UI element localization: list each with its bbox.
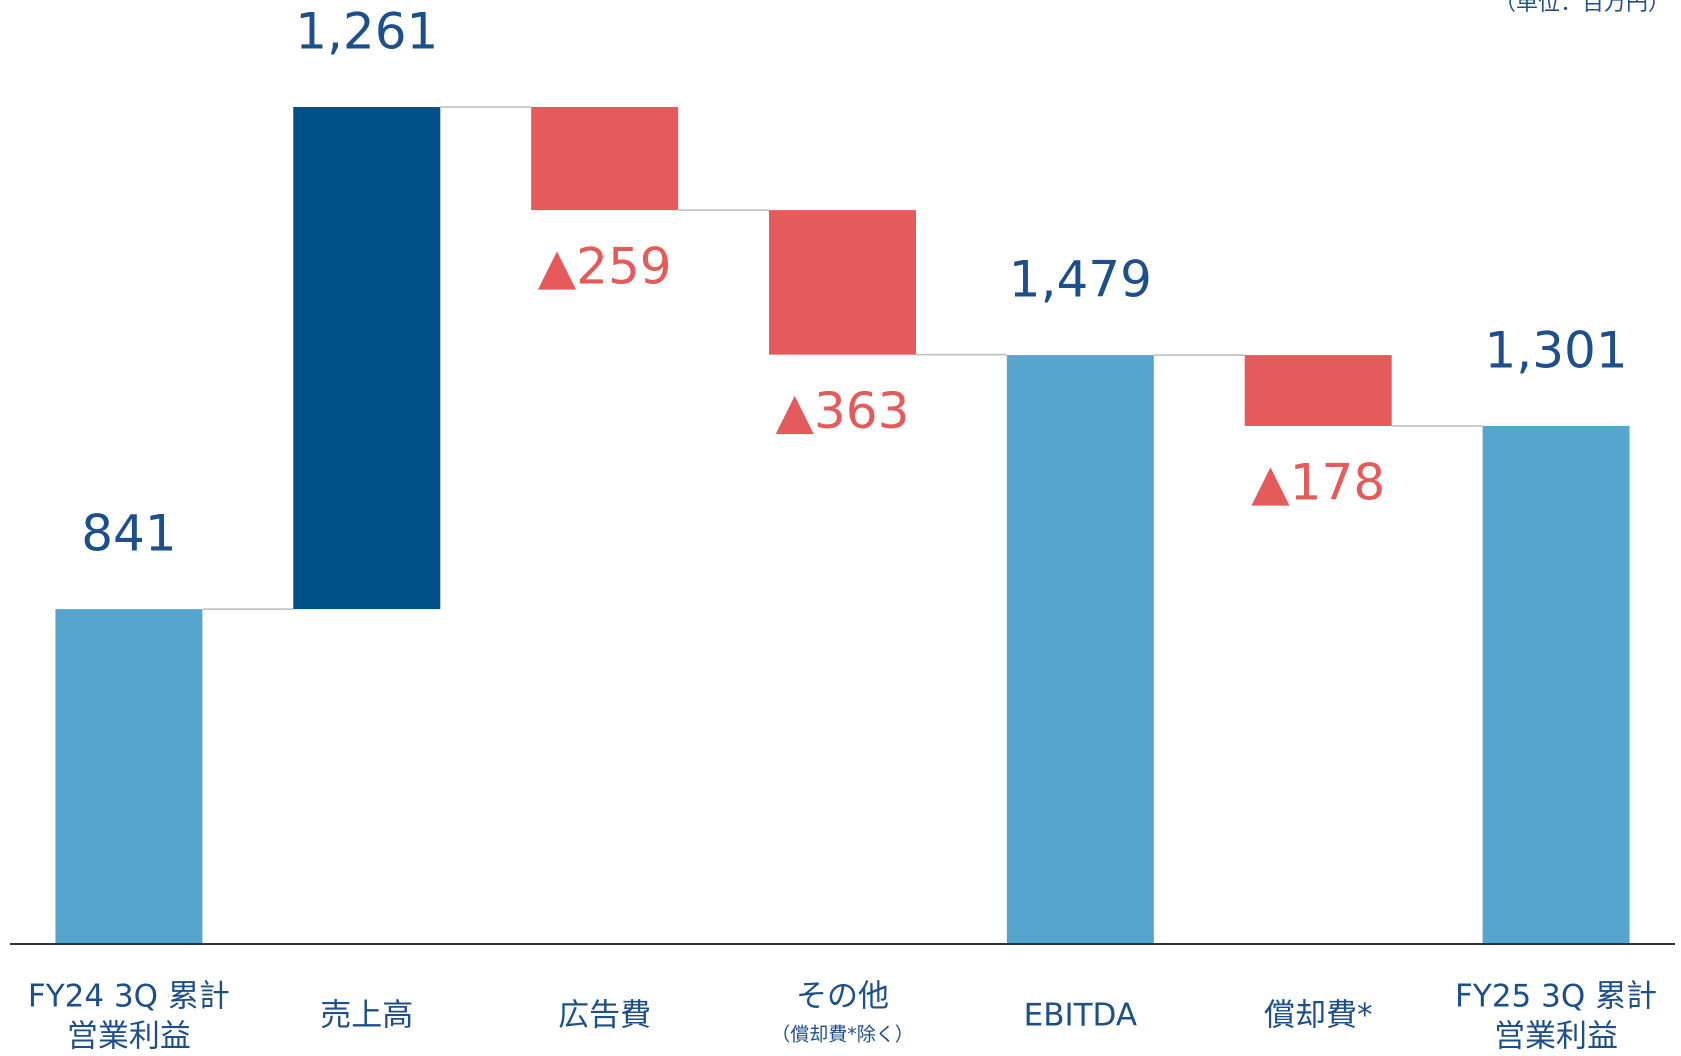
category-label: 償却費* — [1264, 998, 1373, 1034]
bar — [1244, 355, 1392, 426]
category-label: 営業利益 — [67, 1019, 191, 1055]
bar — [55, 609, 203, 944]
category-label: 広告費 — [558, 998, 651, 1034]
value-label: ▲259 — [538, 238, 672, 296]
value-label: 1,479 — [1009, 251, 1152, 309]
category-label: 営業利益 — [1494, 1019, 1618, 1055]
category-label: 売上高 — [320, 998, 413, 1034]
value-label: 1,301 — [1485, 321, 1628, 379]
bar — [531, 107, 679, 211]
category-label: FY25 3Q 累計 — [1455, 979, 1657, 1015]
category-note: （償却費*除く） — [771, 1024, 914, 1046]
bar — [1482, 425, 1630, 944]
category-label: その他 — [796, 979, 889, 1015]
value-label: 841 — [81, 505, 176, 563]
category-label: EBITDA — [1024, 998, 1137, 1034]
value-label: ▲178 — [1251, 453, 1385, 511]
value-label: ▲363 — [776, 382, 910, 440]
category-label: FY24 3Q 累計 — [28, 979, 230, 1015]
bar — [1006, 355, 1154, 944]
bar — [769, 210, 916, 355]
bar — [293, 107, 441, 610]
unit-label: （単位：百万円） — [1494, 0, 1670, 16]
value-label: 1,261 — [295, 3, 438, 61]
